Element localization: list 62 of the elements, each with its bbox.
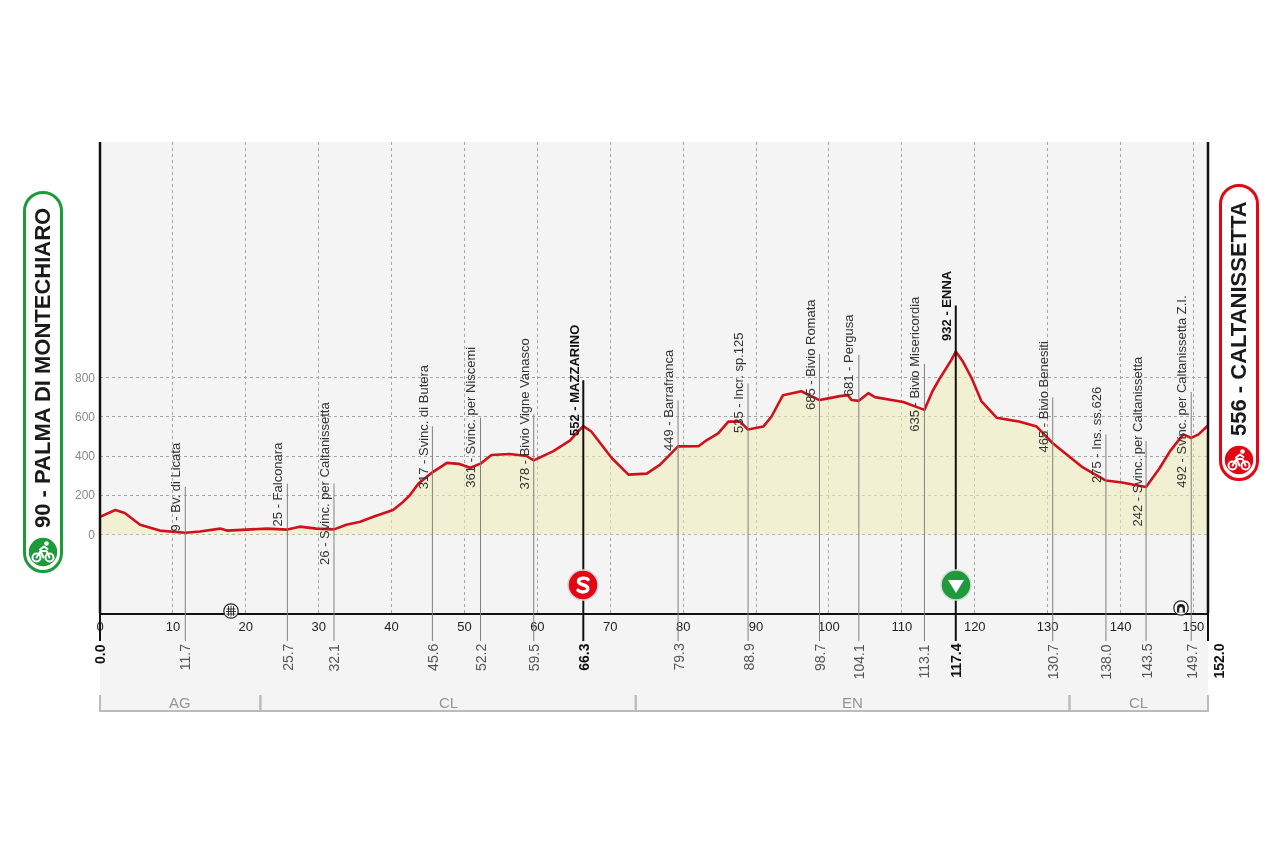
- annotation: 681 - Pergusa: [841, 313, 857, 397]
- ref-line-label: 59.5: [526, 643, 543, 672]
- x-tick-label: 70: [603, 618, 618, 634]
- x-tick-label: 20: [238, 618, 254, 634]
- y-tick-label: 0: [88, 527, 96, 542]
- x-tick-label: 110: [891, 618, 913, 634]
- ref-line-label: 32.1: [326, 644, 343, 672]
- annotation: 465 - Bivio Benesiti: [1035, 341, 1051, 453]
- annotation: 26 - Svinc. per Caltanissetta: [317, 401, 333, 565]
- x-tick-label: 150: [1182, 618, 1205, 634]
- band-label: CL: [439, 694, 459, 711]
- ref-line-label: 98.7: [811, 643, 828, 671]
- ref-line-label: 130.7: [1045, 643, 1062, 680]
- annotation: 25 - Falconara: [270, 441, 286, 527]
- annotation: 535 - Incr. sp.125: [731, 332, 747, 434]
- ref-line-label: 117.4: [947, 643, 964, 678]
- ref-line-label: 88.9: [740, 643, 757, 671]
- x-tick-label: 90: [748, 618, 764, 634]
- x-tick-label: 100: [818, 618, 840, 634]
- ref-line-label: 143.5: [1138, 643, 1155, 679]
- x-tick-label: 60: [530, 618, 545, 634]
- y-tick-label: 400: [74, 449, 96, 464]
- annotation: 556 - CALTANISSETTA: [1226, 201, 1251, 437]
- annotation: 9 - Bv. di Licata: [168, 442, 184, 532]
- annotation: 552 - MAZZARINO: [566, 324, 582, 436]
- ref-line-label: 66.3: [575, 643, 592, 671]
- ref-line-label: 104.1: [851, 644, 868, 680]
- x-tick-label: 80: [675, 618, 691, 634]
- band-label: AG: [169, 694, 191, 711]
- ref-line-label: 45.6: [424, 643, 441, 671]
- annotation: 378 - Bivio Vigne Vanasco: [516, 338, 532, 490]
- annotation: 449 - Barrafranca: [661, 349, 677, 451]
- band-label: EN: [842, 694, 863, 711]
- x-tick-label: 30: [311, 618, 326, 634]
- x-tick-label: 140: [1109, 618, 1132, 634]
- ref-line-label: 52.2: [473, 643, 490, 672]
- annotation: 90 - PALMA DI MONTECHIARO: [30, 207, 55, 528]
- annotation: 317 - Svinc. di Butera: [415, 364, 431, 490]
- x-tick-label: 130: [1036, 618, 1059, 634]
- y-tick-label: 200: [74, 488, 96, 503]
- x-tick-label: 10: [165, 618, 181, 634]
- x-tick-label: 50: [457, 618, 472, 634]
- band-label: CL: [1129, 694, 1149, 711]
- ref-line-label: 149.7: [1183, 643, 1200, 679]
- annotation: 275 - Ins. ss.626: [1088, 386, 1104, 483]
- ref-line-label: 138.0: [1098, 644, 1115, 680]
- annotation: 685 - Bivio Romata: [802, 298, 818, 411]
- ref-line-label: 11.7: [177, 643, 194, 671]
- ref-line-label: 113.1: [916, 644, 933, 679]
- ref-line-label: 79.3: [670, 643, 687, 671]
- ref-line-label: 152.0: [1210, 643, 1227, 679]
- y-tick-label: 800: [74, 370, 96, 385]
- ref-line-label: 25.7: [279, 643, 296, 671]
- x-tick-label: 40: [384, 618, 399, 634]
- x-tick-label: 120: [963, 618, 986, 634]
- annotation: 932 - ENNA: [938, 270, 954, 341]
- y-tick-label: 600: [74, 409, 96, 424]
- ref-line-label: 0.0: [92, 644, 108, 664]
- annotation: 635 - Bivio Misericordia: [907, 295, 923, 432]
- annotation: 361 - Svinc. per Niscemi: [463, 346, 479, 488]
- annotation: 492 - Svinc. per Caltanissetta Z.I.: [1173, 295, 1189, 488]
- annotation: 242 - Svinc. per Caltanissetta: [1129, 355, 1145, 527]
